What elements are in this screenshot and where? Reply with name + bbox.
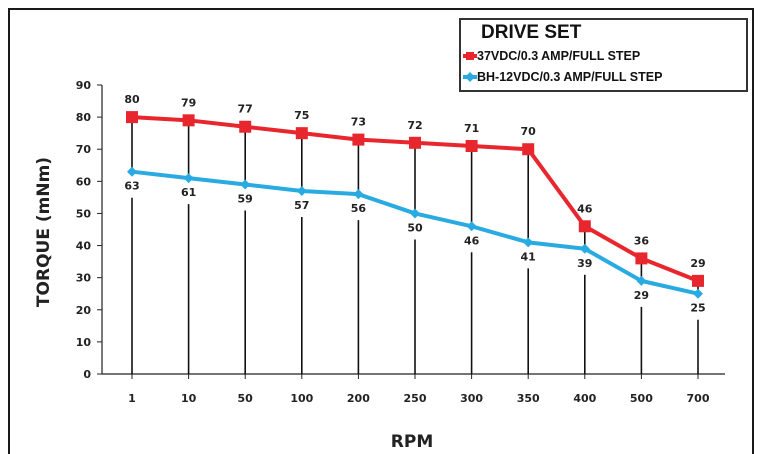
data-point-square — [126, 111, 138, 123]
y-tick-label: 10 — [76, 336, 92, 349]
data-label-series-1: 71 — [464, 122, 479, 135]
data-point-square — [692, 275, 704, 287]
data-point-diamond — [297, 186, 307, 196]
y-tick-label: 40 — [76, 240, 92, 253]
data-label-series-1: 29 — [690, 257, 705, 270]
x-tick-label: 250 — [404, 392, 427, 405]
data-point-square — [522, 143, 534, 155]
data-point-square — [635, 252, 647, 264]
data-point-diamond — [240, 180, 250, 190]
x-tick-label: 10 — [181, 392, 197, 405]
y-tick-label: 20 — [76, 304, 92, 317]
data-label-series-2: 59 — [238, 193, 253, 206]
legend-marker-square-icon — [463, 49, 477, 63]
y-tick-label: 50 — [76, 207, 92, 220]
data-label-series-2: 41 — [521, 250, 536, 263]
data-label-series-2: 29 — [634, 289, 649, 302]
y-axis-label: TORQUE (mNm) — [34, 157, 54, 307]
x-tick-label: 50 — [238, 392, 254, 405]
data-label-series-1: 80 — [124, 93, 140, 106]
data-label-series-2: 63 — [124, 180, 139, 193]
drop-lines — [132, 117, 698, 374]
data-label-series-2: 56 — [351, 202, 367, 215]
legend-label-series-1: 37VDC/0.3 AMP/FULL STEP — [477, 49, 640, 63]
data-label-series-1: 70 — [521, 125, 537, 138]
legend-entry-series-2: BH-12VDC/0.3 AMP/FULL STEP — [463, 68, 662, 86]
legend-title: DRIVE SET — [481, 22, 581, 44]
data-label-series-2: 46 — [464, 234, 480, 247]
data-label-series-2: 57 — [294, 199, 309, 212]
data-point-square — [352, 134, 364, 146]
data-label-series-1: 75 — [294, 109, 309, 122]
legend-entry-series-1: 37VDC/0.3 AMP/FULL STEP — [463, 47, 640, 65]
data-point-diamond — [184, 173, 194, 183]
legend-label-series-2: BH-12VDC/0.3 AMP/FULL STEP — [477, 70, 662, 84]
data-label-series-2: 39 — [577, 257, 592, 270]
data-point-diamond — [353, 189, 363, 199]
data-label-series-2: 25 — [690, 302, 705, 315]
x-tick-label: 300 — [460, 392, 483, 405]
x-tick-label: 1 — [128, 392, 136, 405]
data-label-series-2: 50 — [407, 221, 423, 234]
data-point-diamond — [693, 289, 703, 299]
data-label-series-1: 79 — [181, 96, 196, 109]
x-tick-label: 350 — [517, 392, 540, 405]
data-point-square — [239, 121, 251, 133]
x-tick-label: 700 — [687, 392, 710, 405]
x-tick-label: 100 — [290, 392, 313, 405]
data-label-series-2: 61 — [181, 186, 196, 199]
data-label-series-1: 77 — [238, 103, 253, 116]
data-point-square — [183, 114, 195, 126]
x-tick-label: 500 — [630, 392, 653, 405]
data-point-diamond — [127, 167, 137, 177]
y-tick-label: 60 — [76, 175, 92, 188]
data-point-square — [466, 140, 478, 152]
data-point-square — [409, 137, 421, 149]
data-point-diamond — [467, 221, 477, 231]
data-point-square — [296, 127, 308, 139]
x-tick-label: 400 — [573, 392, 596, 405]
y-tick-label: 70 — [76, 143, 92, 156]
data-label-series-1: 73 — [351, 116, 366, 129]
data-point-diamond — [523, 237, 533, 247]
legend-marker-diamond-icon — [463, 70, 477, 84]
data-point-square — [579, 220, 591, 232]
x-tick-label: 200 — [347, 392, 370, 405]
y-tick-label: 80 — [76, 111, 92, 124]
data-label-series-1: 46 — [577, 202, 593, 215]
y-tick-label: 90 — [76, 79, 92, 92]
y-tick-label: 30 — [76, 272, 92, 285]
data-point-diamond — [410, 208, 420, 218]
y-tick-label: 0 — [83, 368, 91, 381]
legend: DRIVE SET 37VDC/0.3 AMP/FULL STEP BH-12V… — [459, 18, 748, 92]
data-label-series-1: 72 — [407, 119, 422, 132]
data-label-series-1: 36 — [634, 234, 650, 247]
axes: 0 10 20 30 40 50 60 70 80 90 1 10 50 100 200 250 300 350 4… — [76, 79, 725, 405]
x-axis-label: RPM — [391, 432, 433, 452]
